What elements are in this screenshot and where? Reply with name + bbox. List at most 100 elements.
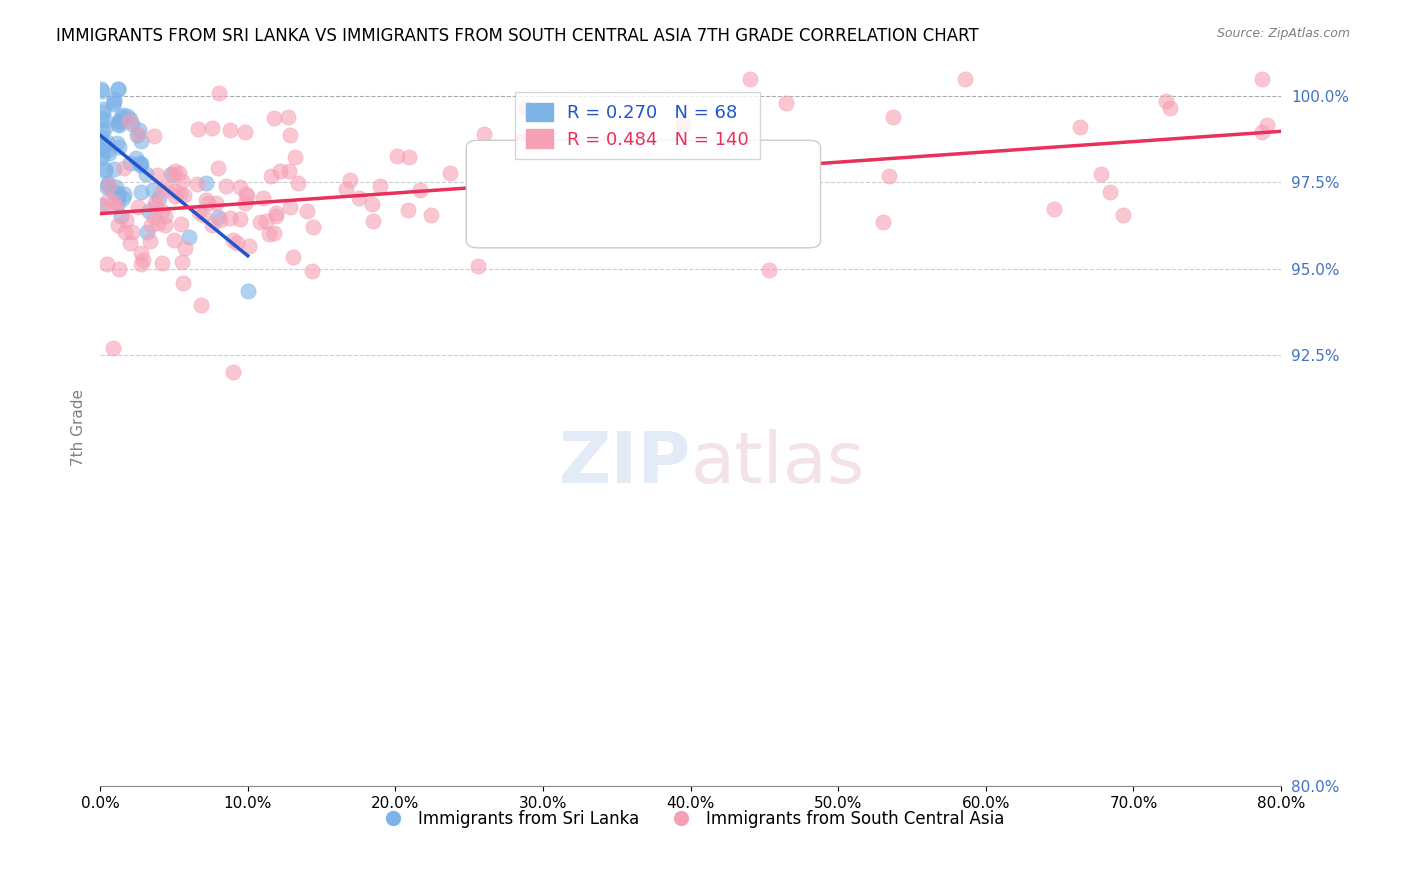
Point xyxy=(419,208,441,222)
Point xyxy=(758,262,780,277)
Point xyxy=(120,112,142,126)
Point xyxy=(194,194,217,208)
Point xyxy=(131,252,153,267)
Point xyxy=(121,117,143,131)
Point xyxy=(94,161,117,176)
Point xyxy=(228,180,250,194)
Point xyxy=(91,104,114,119)
Point xyxy=(97,178,120,192)
Point xyxy=(278,200,301,214)
Point xyxy=(165,164,187,178)
Point xyxy=(368,178,391,193)
Point xyxy=(117,114,139,128)
Point xyxy=(107,186,129,200)
Point xyxy=(91,147,114,161)
Point xyxy=(207,210,229,224)
Point xyxy=(103,95,125,109)
Point xyxy=(186,122,208,136)
Point xyxy=(697,221,720,235)
Point xyxy=(173,187,195,202)
Point xyxy=(103,195,125,210)
Point xyxy=(155,180,177,194)
Point xyxy=(222,233,245,247)
Point xyxy=(264,209,287,223)
Point xyxy=(108,113,131,128)
Point xyxy=(225,236,247,251)
Point xyxy=(112,108,135,122)
Point xyxy=(284,149,307,163)
Point xyxy=(146,216,169,230)
Point xyxy=(97,176,120,190)
Point xyxy=(269,164,291,178)
Point xyxy=(101,341,124,355)
Point xyxy=(249,214,271,228)
Text: IMMIGRANTS FROM SRI LANKA VS IMMIGRANTS FROM SOUTH CENTRAL ASIA 7TH GRADE CORREL: IMMIGRANTS FROM SRI LANKA VS IMMIGRANTS … xyxy=(56,27,979,45)
Point xyxy=(146,169,169,183)
Point xyxy=(114,213,136,227)
Point xyxy=(145,198,167,212)
Point xyxy=(252,191,274,205)
Point xyxy=(141,218,163,232)
Point xyxy=(129,156,152,170)
Point xyxy=(90,198,112,212)
Point xyxy=(744,175,766,189)
Point xyxy=(142,183,165,197)
Point xyxy=(127,128,149,142)
Point xyxy=(139,234,162,248)
Point xyxy=(295,204,318,219)
Point xyxy=(104,199,127,213)
Point xyxy=(558,150,581,164)
Point xyxy=(281,250,304,264)
Point xyxy=(186,177,208,191)
Point xyxy=(127,127,149,141)
Point xyxy=(515,101,537,115)
Point xyxy=(492,158,515,172)
Point xyxy=(598,135,620,149)
Point xyxy=(278,164,301,178)
Point xyxy=(96,180,118,194)
Point xyxy=(104,180,127,194)
Point xyxy=(150,184,173,198)
Point xyxy=(547,163,569,178)
Point xyxy=(510,134,533,148)
Point xyxy=(108,113,131,128)
Point xyxy=(1099,186,1122,200)
Point xyxy=(93,120,115,135)
Point xyxy=(233,196,256,211)
Point xyxy=(201,219,224,233)
Point xyxy=(1112,208,1135,222)
Point xyxy=(90,82,112,96)
Point xyxy=(96,256,118,270)
Point xyxy=(107,195,129,210)
Point xyxy=(107,189,129,203)
Point xyxy=(672,117,695,131)
Point xyxy=(91,199,114,213)
Point xyxy=(236,284,259,298)
Point xyxy=(96,135,118,149)
Point xyxy=(197,196,219,211)
Point xyxy=(287,176,309,190)
Point xyxy=(219,211,242,225)
Point xyxy=(222,365,245,379)
Point xyxy=(219,123,242,137)
Point xyxy=(108,140,131,154)
Point xyxy=(107,82,129,96)
Point xyxy=(129,185,152,199)
Point xyxy=(110,110,132,124)
Point xyxy=(107,117,129,131)
Point xyxy=(474,127,496,141)
Point xyxy=(94,164,117,178)
Point xyxy=(131,257,153,271)
Point xyxy=(97,146,120,161)
Point xyxy=(115,109,138,123)
Point xyxy=(169,186,191,201)
Point xyxy=(138,203,160,218)
Point xyxy=(624,161,647,176)
Point xyxy=(714,211,737,226)
Point xyxy=(162,233,184,247)
Point xyxy=(136,225,159,239)
Point xyxy=(170,217,193,231)
Point xyxy=(90,124,112,138)
Point xyxy=(195,176,218,190)
Point xyxy=(347,191,370,205)
